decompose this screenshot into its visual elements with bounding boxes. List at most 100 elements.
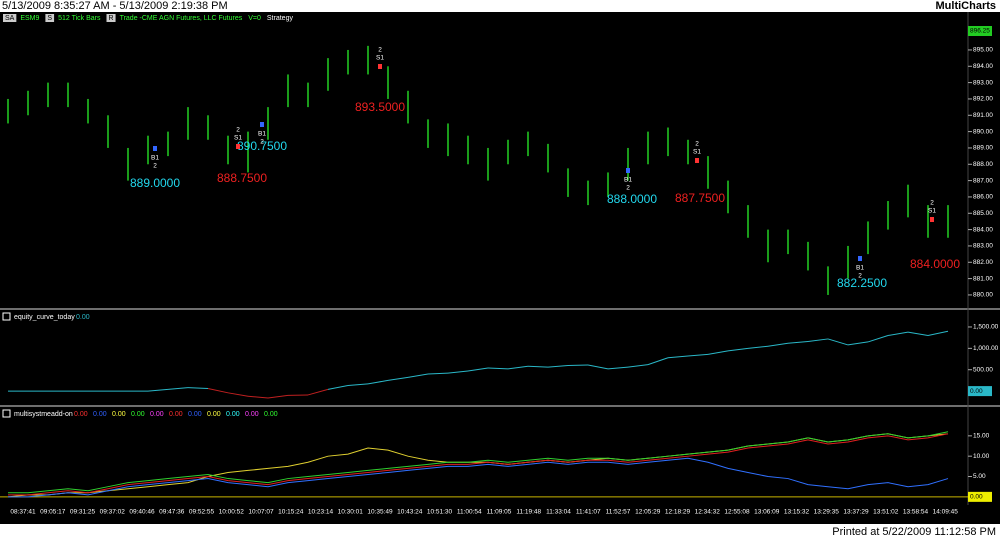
app-name: MultiCharts	[936, 0, 997, 12]
x-tick-label: 11:41:07	[576, 509, 601, 516]
y-tick-label: 882.00	[973, 259, 993, 266]
panel-title: equity_curve_today	[14, 314, 75, 321]
legend-value: 0.00	[93, 411, 107, 418]
x-tick-label: 13:37:29	[843, 509, 869, 516]
equity-segment	[807, 338, 829, 342]
trade-side: B1	[856, 265, 864, 272]
equity-segment	[847, 341, 869, 346]
trade-marker	[930, 217, 934, 222]
equity-segment	[707, 350, 729, 355]
last-value-box	[968, 26, 992, 36]
x-tick-label: 11:33:04	[546, 509, 571, 516]
x-tick-label: 10:23:14	[308, 509, 334, 516]
x-tick-label: 09:52:55	[189, 509, 215, 516]
legend-value: 0.00	[245, 411, 259, 418]
y-tick-label: 15.00	[973, 433, 990, 440]
toolbar-item: 512 Tick Bars	[58, 15, 101, 22]
trade-marker	[378, 64, 382, 69]
equity-segment	[367, 379, 389, 385]
y-tick-label: 500.00	[973, 366, 993, 373]
y-tick-label: 883.00	[973, 243, 993, 250]
x-tick-label: 13:58:54	[903, 509, 929, 516]
trade-qty: 2	[695, 141, 699, 148]
equity-segment	[427, 372, 449, 375]
trade-qty: 2	[930, 200, 934, 207]
trade-qty: 2	[236, 127, 240, 134]
toolbar-item: ESM9	[20, 15, 39, 22]
y-tick-label: 895.00	[973, 47, 993, 54]
x-tick-label: 09:05:17	[40, 509, 66, 516]
y-tick-label: 887.00	[973, 177, 993, 184]
equity-segment	[927, 330, 949, 337]
x-tick-label: 10:15:24	[278, 509, 304, 516]
equity-segment	[347, 383, 369, 387]
x-tick-label: 09:31:25	[70, 509, 96, 516]
trade-marker	[626, 168, 630, 173]
trade-side: B1	[258, 131, 266, 138]
y-tick-label: 889.00	[973, 145, 993, 152]
y-tick-label: 892.00	[973, 96, 993, 103]
x-tick-label: 09:47:36	[159, 509, 185, 516]
toolbar-box	[3, 14, 17, 22]
y-tick-label: 886.00	[973, 194, 993, 201]
legend-value: 0.00	[264, 411, 278, 418]
x-tick-label: 11:52:57	[606, 509, 631, 516]
last-value: 0.00	[970, 388, 983, 395]
y-tick-label: 5.00	[973, 473, 986, 480]
trade-side: B1	[151, 155, 159, 162]
trade-qty: 2	[626, 185, 630, 192]
trade-price: 888.7500	[217, 171, 267, 185]
legend-value: 0.00	[131, 411, 145, 418]
x-tick-label: 10:51:30	[427, 509, 453, 516]
indicator-line	[8, 431, 949, 494]
toolbar-box	[45, 14, 55, 22]
trade-side: B1	[624, 177, 632, 184]
toolbar-item: Strategy	[267, 15, 294, 22]
equity-segment	[187, 387, 209, 390]
equity-segment	[787, 341, 809, 344]
trade-qty: 2	[378, 47, 382, 54]
legend-value: 0.00	[188, 411, 202, 418]
trade-price: 882.2500	[837, 276, 887, 290]
toolbar-item: V=0	[248, 15, 261, 22]
y-tick-label: 894.00	[973, 63, 993, 70]
equity-segment	[607, 366, 629, 370]
y-tick-label: 881.00	[973, 275, 993, 282]
trade-price: 887.7500	[675, 191, 725, 205]
close-icon	[2, 312, 11, 321]
equity-segment	[647, 357, 669, 366]
x-tick-label: 13:51:02	[873, 509, 899, 516]
equity-segment	[827, 338, 849, 346]
last-value-box	[968, 386, 992, 397]
indicator-line	[8, 433, 949, 496]
x-tick-label: 10:35:49	[367, 509, 393, 516]
panel-title-value: 0.00	[76, 314, 90, 321]
close-icon	[2, 409, 11, 418]
trade-marker	[858, 256, 862, 261]
legend-value: 0.00	[150, 411, 164, 418]
x-tick-label: 11:19:48	[516, 509, 541, 516]
x-tick-label: 12:05:29	[635, 509, 661, 516]
toolbar-item: S	[47, 15, 52, 22]
trade-qty: 2	[260, 139, 264, 146]
trade-marker	[695, 158, 699, 163]
trade-marker	[236, 144, 240, 149]
print-stamp: Printed at 5/22/2009 11:12:58 PM	[832, 526, 996, 538]
legend-value: 0.00	[112, 411, 126, 418]
indicator-line	[8, 457, 949, 498]
trade-price: 884.0000	[910, 257, 960, 271]
equity-segment	[327, 385, 349, 390]
equity-segment	[267, 394, 289, 399]
equity-segment	[307, 388, 329, 396]
legend-value: 0.00	[226, 411, 240, 418]
trade-marker	[153, 146, 157, 151]
trade-side: S1	[928, 208, 936, 215]
x-tick-label: 12:55:08	[724, 509, 750, 516]
equity-segment	[767, 342, 789, 347]
equity-segment	[687, 353, 709, 357]
x-tick-label: 12:18:29	[665, 509, 691, 516]
equity-segment	[887, 331, 909, 337]
x-tick-label: 13:15:32	[784, 509, 810, 516]
